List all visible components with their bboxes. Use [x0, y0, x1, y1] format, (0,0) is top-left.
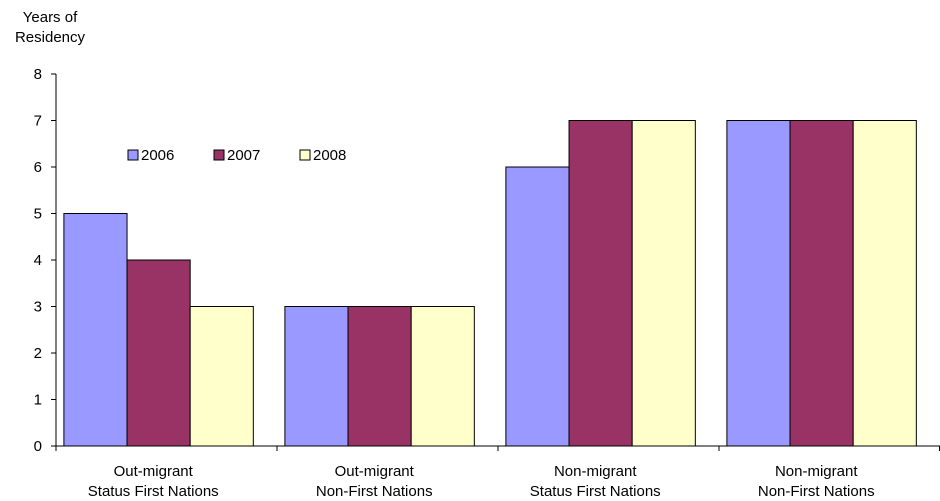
x-category-label-line: Non-migrant [554, 463, 637, 480]
legend-label: 2007 [227, 147, 260, 164]
y-tick-label: 7 [34, 113, 42, 130]
bars [63, 120, 917, 447]
bar-2006-0 [63, 213, 128, 447]
x-axis: Out-migrant Status First NationsOut-migra… [55, 445, 940, 500]
y-axis: 0 1 2 3 4 5 6 7 8 [34, 66, 57, 455]
bar-2006-3 [726, 120, 791, 447]
y-tick-label: 2 [34, 345, 42, 362]
y-tick-label: 4 [34, 252, 42, 269]
x-category-label: Out-migrant Non-First Nations [316, 463, 433, 500]
legend: 2006 2007 2008 [127, 147, 346, 164]
y-tick-label: 8 [34, 66, 42, 83]
x-category-label-line: Out-migrant [114, 463, 194, 480]
bar-2007-1 [347, 306, 412, 447]
y-tick-label: 5 [34, 206, 42, 223]
legend-swatch-2007 [213, 149, 225, 161]
bar-2007-2 [568, 120, 633, 447]
legend-label: 2008 [313, 147, 346, 164]
bar-2008-2 [631, 120, 696, 447]
x-category-label-line: Non-First Nations [758, 483, 875, 500]
x-category-label-line: Non-migrant [775, 463, 858, 480]
bar-2006-1 [284, 306, 349, 447]
x-category-label-line: Status First Nations [88, 483, 219, 500]
bar-2008-1 [410, 306, 475, 447]
legend-label: 2006 [141, 147, 174, 164]
x-category-label-line: Non-First Nations [316, 483, 433, 500]
x-category-label-line: Status First Nations [530, 483, 661, 500]
bar-2007-0 [126, 259, 191, 447]
y-tick-label: 3 [34, 299, 42, 316]
legend-swatch-2008 [299, 149, 311, 161]
y-tick-label: 1 [34, 392, 42, 409]
x-category-label: Out-migrant Status First Nations [88, 463, 219, 500]
x-category-label: Non-migrant Status First Nations [530, 463, 661, 500]
y-axis-label: Years of Residency [15, 9, 86, 46]
y-axis-label-line: Residency [15, 29, 86, 46]
bar-2007-3 [789, 120, 854, 447]
x-category-label: Non-migrant Non-First Nations [758, 463, 875, 500]
y-tick-label: 0 [34, 438, 42, 455]
x-category-label-line: Out-migrant [335, 463, 415, 480]
bar-2008-3 [852, 120, 917, 447]
y-tick-label: 6 [34, 159, 42, 176]
y-axis-label-line: Years of [23, 9, 78, 26]
bar-2008-0 [189, 306, 254, 447]
legend-swatch-2006 [127, 149, 139, 161]
bar-2006-2 [505, 166, 570, 447]
